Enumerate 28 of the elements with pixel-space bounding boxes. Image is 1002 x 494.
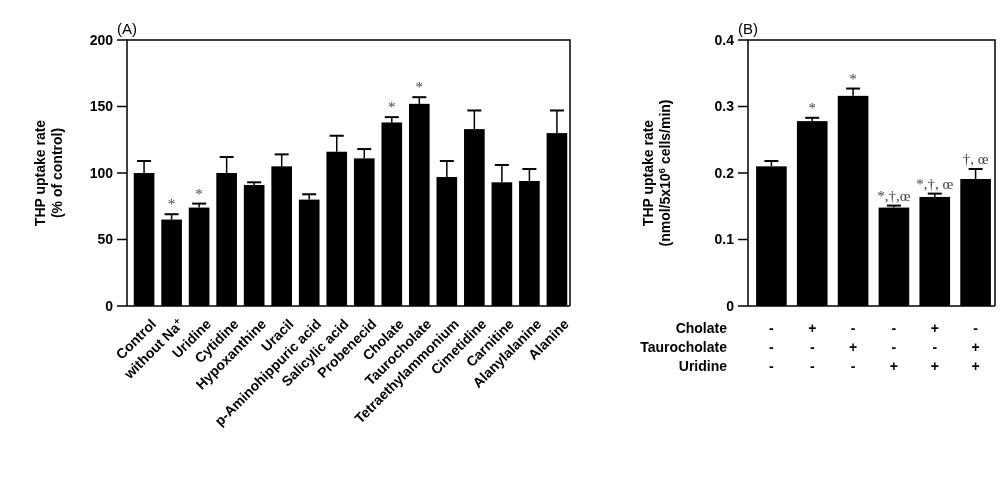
- y-tick-label: 0: [726, 297, 735, 314]
- annotation: *: [415, 79, 424, 96]
- y-tick-label: 100: [89, 164, 114, 181]
- x-tick-label: - + +: [971, 319, 980, 374]
- y-tick-label: 0: [105, 297, 114, 314]
- y-tick-label: 0.2: [714, 164, 735, 181]
- annotation: *: [167, 196, 176, 213]
- chart-title: (A): [117, 20, 137, 37]
- annotation: *: [808, 99, 816, 116]
- y-tick-label: 0.3: [714, 98, 735, 115]
- x-tick-label: - + -: [848, 319, 858, 374]
- annotation: *: [388, 99, 396, 116]
- annotation: *: [195, 185, 203, 202]
- x-tick-label: - - -: [769, 319, 775, 374]
- y-tick-label: 0.4: [714, 31, 735, 48]
- annotation: †, œ: [962, 151, 989, 168]
- annotation: *,†, œ: [916, 175, 954, 192]
- annotation: *,†,œ: [877, 188, 911, 205]
- x-tick-label: + - -: [808, 319, 817, 374]
- y-tick-label: 200: [89, 31, 114, 48]
- chart-title: (B): [738, 20, 758, 37]
- y-tick-label: 50: [97, 231, 114, 248]
- y-tick-label: 0.1: [714, 231, 735, 248]
- annotation: *: [849, 70, 857, 87]
- y-axis-title: THP uptake rate (% of control): [32, 119, 65, 227]
- x-tick-label: + - +: [930, 319, 939, 374]
- x-tick-label: - - +: [889, 319, 899, 374]
- y-tick-label: 150: [89, 98, 114, 115]
